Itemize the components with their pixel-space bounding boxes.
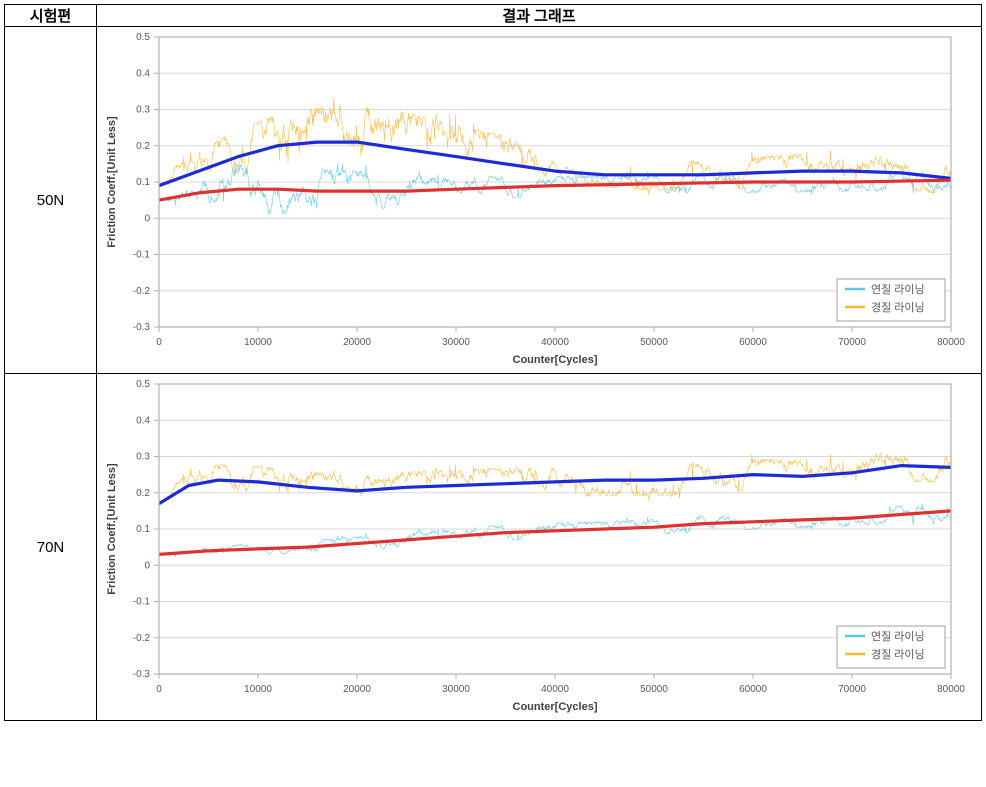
svg-text:Counter[Cycles]: Counter[Cycles] (513, 354, 598, 366)
svg-text:0.3: 0.3 (136, 452, 150, 463)
svg-text:0: 0 (144, 560, 150, 571)
svg-text:0.3: 0.3 (136, 105, 150, 116)
svg-text:연질 라이닝: 연질 라이닝 (871, 630, 925, 643)
svg-text:20000: 20000 (343, 337, 371, 348)
svg-text:80000: 80000 (937, 684, 965, 695)
svg-text:70000: 70000 (838, 337, 866, 348)
chart-cell-50n: 0 10000 20000 30000 40000 50000 60000 70000 8000… (97, 27, 982, 374)
svg-text:40000: 40000 (541, 684, 569, 695)
svg-text:0.1: 0.1 (136, 177, 150, 188)
header-graph: 결과 그래프 (97, 5, 982, 27)
row-label-50n: 50N (5, 27, 97, 374)
svg-text:30000: 30000 (442, 337, 470, 348)
chart-50n: 0 10000 20000 30000 40000 50000 60000 70000 8000… (97, 27, 965, 373)
svg-text:0.5: 0.5 (136, 32, 150, 43)
svg-text:50000: 50000 (640, 684, 668, 695)
row-label-70n: 70N (5, 374, 97, 721)
svg-text:0: 0 (144, 213, 150, 224)
svg-text:Counter[Cycles]: Counter[Cycles] (513, 701, 598, 713)
svg-text:0.5: 0.5 (136, 379, 150, 390)
svg-text:-0.3: -0.3 (133, 322, 151, 333)
svg-text:0.2: 0.2 (136, 141, 150, 152)
svg-text:0.4: 0.4 (136, 68, 150, 79)
svg-text:10000: 10000 (244, 337, 272, 348)
svg-text:-0.2: -0.2 (133, 286, 151, 297)
svg-text:0: 0 (156, 337, 162, 348)
svg-text:Friction Coeff.[Unit Less]: Friction Coeff.[Unit Less] (106, 116, 118, 248)
svg-text:70000: 70000 (838, 684, 866, 695)
svg-text:30000: 30000 (442, 684, 470, 695)
svg-text:-0.3: -0.3 (133, 669, 151, 680)
svg-text:80000: 80000 (937, 337, 965, 348)
svg-text:0: 0 (156, 684, 162, 695)
svg-text:50000: 50000 (640, 337, 668, 348)
header-specimen: 시험편 (5, 5, 97, 27)
svg-text:경질 라이닝: 경질 라이닝 (871, 301, 925, 314)
svg-text:0.1: 0.1 (136, 524, 150, 535)
svg-text:연질 라이닝: 연질 라이닝 (871, 283, 925, 296)
svg-text:0.4: 0.4 (136, 415, 150, 426)
svg-text:20000: 20000 (343, 684, 371, 695)
chart-70n: 0 10000 20000 30000 40000 50000 60000 70000 8000… (97, 374, 965, 720)
svg-text:-0.1: -0.1 (133, 250, 151, 261)
svg-text:-0.1: -0.1 (133, 597, 151, 608)
chart-cell-70n: 0 10000 20000 30000 40000 50000 60000 70000 8000… (97, 374, 982, 721)
chart-svg: 0 10000 20000 30000 40000 50000 60000 70000 8000… (97, 374, 965, 720)
results-table: 시험편 결과 그래프 50N 0 10000 20000 30000 40000 5000… (4, 4, 982, 721)
svg-text:Friction Coeff.[Unit Less]: Friction Coeff.[Unit Less] (106, 463, 118, 595)
chart-svg: 0 10000 20000 30000 40000 50000 60000 70000 8000… (97, 27, 965, 373)
svg-text:-0.2: -0.2 (133, 633, 151, 644)
svg-text:경질 라이닝: 경질 라이닝 (871, 648, 925, 661)
svg-text:0.2: 0.2 (136, 488, 150, 499)
svg-text:10000: 10000 (244, 684, 272, 695)
svg-text:60000: 60000 (739, 337, 767, 348)
svg-text:60000: 60000 (739, 684, 767, 695)
svg-text:40000: 40000 (541, 337, 569, 348)
